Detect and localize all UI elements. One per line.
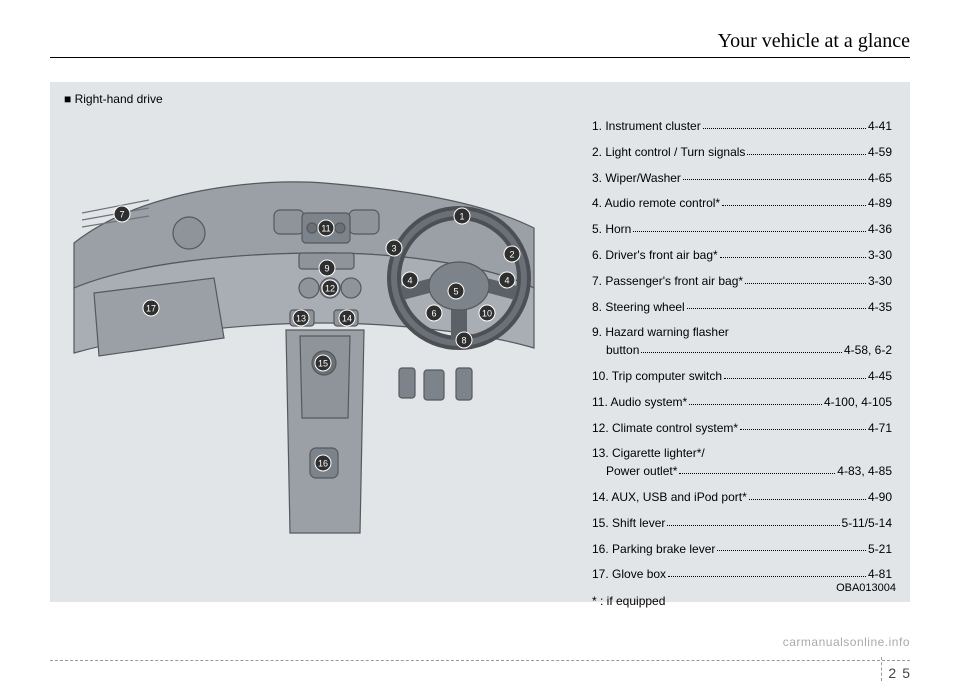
- index-item: 12. Climate control system*4-71: [592, 420, 892, 437]
- index-item-sub: Power outlet*4-83, 4-85: [606, 463, 892, 480]
- dashboard-illustration: 12344567891011121314151617: [64, 118, 544, 538]
- page-number: 2 5: [881, 657, 910, 681]
- index-item: 5. Horn4-36: [592, 221, 892, 238]
- footer-dashes: [50, 660, 910, 661]
- callout-number: 3: [391, 244, 396, 254]
- callout-number: 10: [482, 309, 492, 319]
- index-item: 7. Passenger's front air bag*3-30: [592, 273, 892, 290]
- index-item-sub: button4-58, 6-2: [606, 342, 892, 359]
- callout-number: 1: [459, 212, 464, 222]
- index-item: 11. Audio system*4-100, 4-105: [592, 394, 892, 411]
- index-list: 1. Instrument cluster4-41 2. Light contro…: [592, 118, 892, 610]
- index-item: 9. Hazard warning flasher: [592, 324, 892, 341]
- callout-number: 9: [324, 264, 329, 274]
- callout-number: 17: [146, 304, 156, 314]
- callout-number: 4: [504, 276, 509, 286]
- index-item: 6. Driver's front air bag*3-30: [592, 247, 892, 264]
- callout-number: 8: [461, 336, 466, 346]
- index-item: 4. Audio remote control*4-89: [592, 195, 892, 212]
- callout-number: 14: [342, 314, 352, 324]
- callout-number: 5: [453, 287, 458, 297]
- index-item: 16. Parking brake lever5-21: [592, 541, 892, 558]
- index-item: 14. AUX, USB and iPod port*4-90: [592, 489, 892, 506]
- watermark: carmanualsonline.info: [783, 635, 910, 649]
- chapter-number: 2: [888, 665, 896, 681]
- index-item: 10. Trip computer switch4-45: [592, 368, 892, 385]
- header-rule: [50, 57, 910, 58]
- callout-number: 4: [407, 276, 412, 286]
- index-item: 3. Wiper/Washer4-65: [592, 170, 892, 187]
- drive-side-label: ■ Right-hand drive: [64, 92, 163, 106]
- index-item: 17. Glove box4-81: [592, 566, 892, 583]
- callout-number: 13: [296, 314, 306, 324]
- callout-number: 2: [509, 250, 514, 260]
- callout-number: 15: [318, 359, 328, 369]
- figure-code: OBA013004: [836, 582, 896, 594]
- callout-number: 12: [325, 284, 335, 294]
- index-item: 1. Instrument cluster4-41: [592, 118, 892, 135]
- index-footnote: * : if equipped: [592, 593, 892, 610]
- index-item: 15. Shift lever5-11/5-14: [592, 515, 892, 532]
- callout-number: 7: [119, 210, 124, 220]
- index-item: 2. Light control / Turn signals4-59: [592, 144, 892, 161]
- page-number-value: 5: [902, 665, 910, 681]
- callout-number: 16: [318, 459, 328, 469]
- figure-panel: ■ Right-hand drive: [50, 82, 910, 602]
- callout-number: 11: [321, 224, 330, 234]
- index-item: 13. Cigarette lighter*/: [592, 445, 892, 462]
- callout-number: 6: [431, 309, 436, 319]
- index-item: 8. Steering wheel4-35: [592, 299, 892, 316]
- page-title: Your vehicle at a glance: [50, 30, 910, 53]
